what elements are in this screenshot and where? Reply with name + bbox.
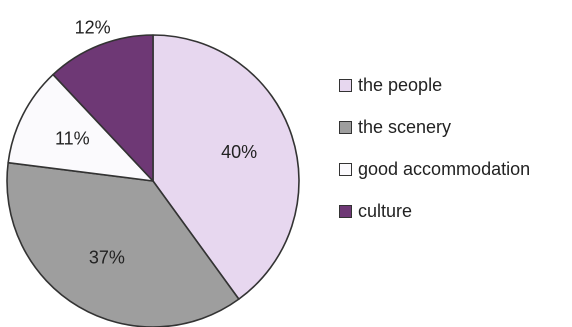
pie-slice-the-people <box>152 34 300 300</box>
legend-item-the-scenery: the scenery <box>339 116 530 138</box>
legend-label-the-people: the people <box>358 74 443 95</box>
legend-swatch-culture <box>339 204 352 218</box>
legend-item-good-accommodation: good accommodation <box>339 158 530 180</box>
legend-label-culture: culture <box>358 200 413 221</box>
legend-swatch-good-accommodation <box>339 162 352 176</box>
legend-label-good-accommodation: good accommodation <box>358 158 531 179</box>
legend-item-culture: culture <box>339 200 530 222</box>
pie-label-culture: 12% <box>75 17 111 37</box>
pie-slice-the-scenery <box>6 161 240 327</box>
pie-label-the-people: 40% <box>221 142 257 162</box>
legend-label-the-scenery: the scenery <box>358 116 452 137</box>
legend-item-the-people: the people <box>339 74 530 96</box>
legend: the people the scenery good accommodatio… <box>339 74 530 222</box>
pie-slice-good-accommodation <box>7 73 154 182</box>
legend-swatch-the-people <box>339 78 352 92</box>
pie-label-the-scenery: 37% <box>89 248 125 268</box>
legend-swatch-the-scenery <box>339 120 352 134</box>
pie-label-good-accommodation: 11% <box>55 129 90 149</box>
pie-slice-culture <box>52 34 154 182</box>
